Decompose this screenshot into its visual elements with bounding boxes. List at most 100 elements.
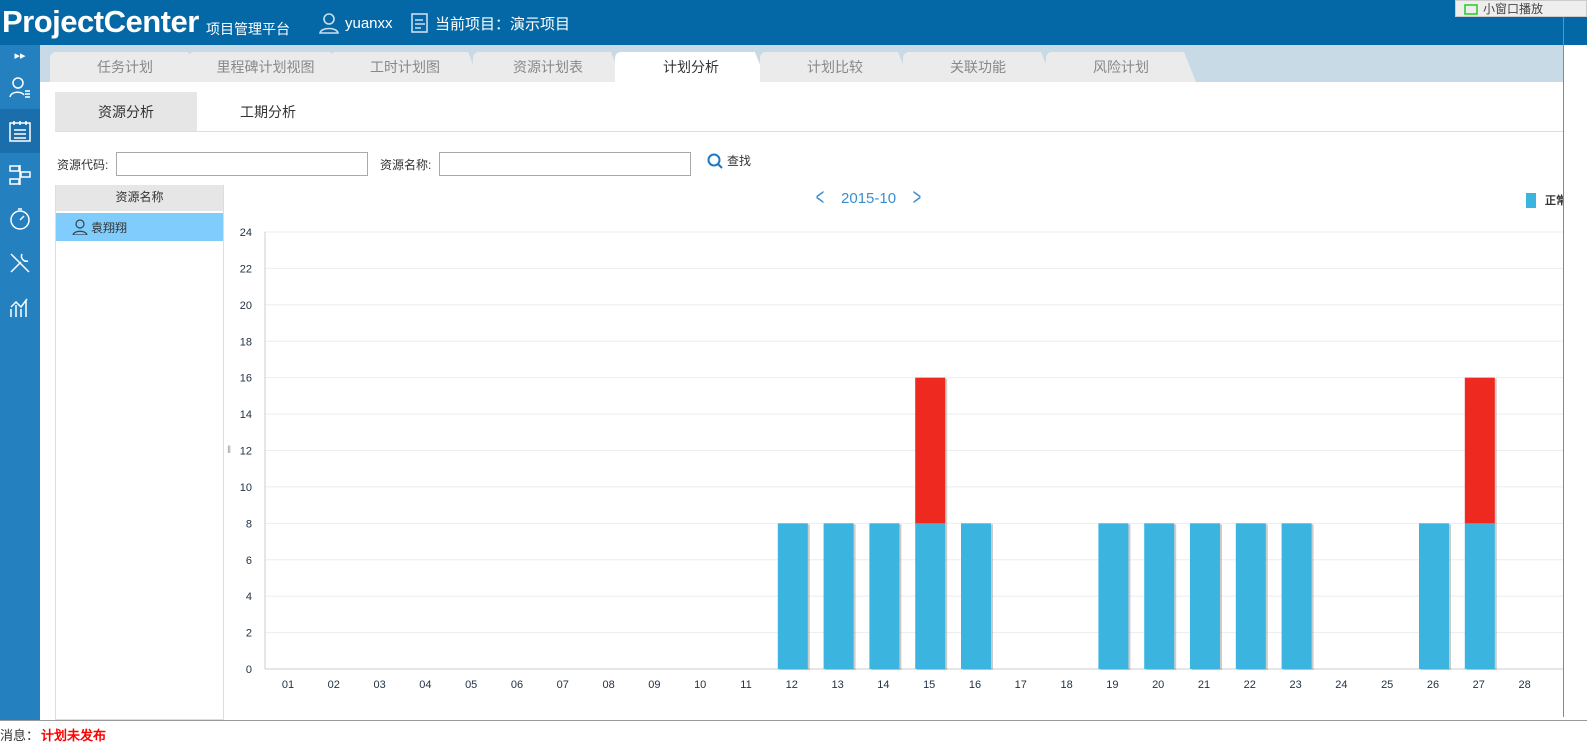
y-tick-label: 0 [246, 664, 252, 676]
x-tick-label: 01 [282, 679, 294, 691]
search-icon [707, 153, 723, 169]
y-tick-label: 24 [240, 227, 252, 239]
x-tick-label: 02 [328, 679, 340, 691]
plan-icon[interactable] [0, 109, 40, 153]
x-tick-label: 18 [1060, 679, 1072, 691]
y-tick-label: 12 [240, 446, 252, 458]
tab-related[interactable]: 关联功能 [903, 52, 1053, 82]
x-tick-label: 05 [465, 679, 477, 691]
legend: 正常 [1526, 192, 1563, 208]
tab-task-plan[interactable]: 任务计划 [50, 52, 200, 82]
timer-icon[interactable] [0, 197, 40, 241]
y-tick-label: 22 [240, 263, 252, 275]
x-tick-label: 13 [831, 679, 843, 691]
resource-name: 袁翔翔 [91, 220, 128, 235]
bar-over [915, 377, 946, 524]
x-tick-label: 08 [602, 679, 614, 691]
y-tick-label: 20 [240, 300, 252, 312]
mini-player-button[interactable]: 小窗口播放 [1455, 0, 1587, 17]
resource-code-filter: 资源代码: [57, 152, 369, 176]
x-tick-label: 20 [1152, 679, 1164, 691]
x-tick-label: 26 [1427, 679, 1439, 691]
y-tick-label: 2 [246, 628, 252, 640]
status-message: 计划未发布 [41, 728, 107, 743]
bar-normal [1464, 523, 1495, 669]
x-tick-label: 25 [1381, 679, 1393, 691]
x-tick-label: 12 [786, 679, 798, 691]
period-nav: < 2015-10 > [813, 184, 924, 212]
y-tick-label: 4 [246, 591, 252, 603]
structure-icon[interactable] [0, 153, 40, 197]
mini-player-label: 小窗口播放 [1483, 2, 1544, 16]
project-icon [411, 13, 428, 33]
tab-work-hours[interactable]: 工时计划图 [330, 52, 480, 82]
bar-normal [1235, 523, 1266, 669]
people-icon[interactable] [0, 65, 40, 109]
resource-name-filter: 资源名称: [380, 152, 692, 176]
resource-list-item[interactable]: 袁翔翔 [56, 213, 223, 241]
bar-normal [1419, 523, 1449, 669]
resource-chart: 0 2 4 6 8 10 12 14 16 18 20 22 24 01 02 03 04 05 06 07 08 09 1… [224, 185, 1563, 720]
bar-normal [1190, 523, 1220, 669]
x-tick-label: 22 [1244, 679, 1256, 691]
tab-resource-table[interactable]: 资源计划表 [473, 52, 623, 82]
resource-list-header: 资源名称 [56, 185, 223, 211]
sidebar: ▸▸ [0, 45, 40, 720]
x-tick-label: 04 [419, 679, 431, 691]
prev-period-button[interactable]: < [815, 184, 825, 211]
app-header: ProjectCenter 项目管理平台 yuanxx 当前项目：演示项目 [0, 0, 1587, 45]
search-button-label: 查找 [727, 154, 752, 168]
search-button[interactable]: 查找 [707, 152, 751, 169]
tab-plan-analysis[interactable]: 计划分析 [615, 52, 767, 82]
x-tick-label: 06 [511, 679, 523, 691]
splitter-handle[interactable]: ‖ [227, 445, 232, 456]
current-project[interactable]: 当前项目：演示项目 [410, 12, 570, 34]
x-tick-label: 19 [1106, 679, 1118, 691]
app-subtitle: 项目管理平台 [206, 21, 290, 37]
user-icon [319, 13, 339, 34]
y-tick-label: 18 [240, 336, 252, 348]
x-tick-label: 07 [557, 679, 569, 691]
legend-normal: 正常 [1545, 195, 1563, 207]
x-tick-label: 23 [1289, 679, 1301, 691]
resource-list: 资源名称 袁翔翔 [55, 185, 224, 720]
person-icon [72, 219, 88, 235]
bar-over [1464, 377, 1495, 524]
x-tick-label: 28 [1518, 679, 1530, 691]
resource-code-input[interactable] [116, 152, 369, 176]
y-tick-label: 16 [240, 373, 252, 385]
period-label: 2015-10 [841, 189, 897, 207]
y-tick-label: 6 [246, 555, 252, 567]
tab-plan-compare[interactable]: 计划比较 [760, 52, 910, 82]
x-tick-label: 27 [1473, 679, 1485, 691]
legend-swatch-normal [1526, 192, 1536, 208]
next-period-button[interactable]: > [912, 184, 922, 211]
x-tick-label: 03 [373, 679, 385, 691]
tab-risk-plan[interactable]: 风险计划 [1046, 52, 1196, 82]
x-tick-label: 15 [923, 679, 935, 691]
x-tick-label: 24 [1335, 679, 1347, 691]
subtab-resource-analysis[interactable]: 资源分析 [55, 92, 197, 131]
y-tick-label: 14 [240, 409, 252, 421]
analysis-chart-icon[interactable] [0, 285, 40, 329]
resource-code-label: 资源代码: [57, 157, 109, 172]
resource-name-input[interactable] [439, 152, 692, 176]
bar-normal [823, 523, 854, 669]
tools-icon[interactable] [0, 241, 40, 285]
main-tabs: 任务计划 里程碑计划视图 工时计划图 资源计划表 计划分析 计划比较 关联功能 … [40, 45, 1563, 82]
sub-tabs: 资源分析 工期分析 [55, 92, 1563, 132]
x-tick-label: 11 [740, 679, 751, 691]
bar-normal [1281, 523, 1312, 669]
mini-window-icon [1464, 3, 1478, 15]
user-menu[interactable]: yuanxx [318, 12, 393, 34]
app-logo: ProjectCenter [2, 4, 199, 39]
scroll-edge [1563, 17, 1564, 717]
tab-milestone[interactable]: 里程碑计划视图 [188, 52, 343, 82]
x-tick-label: 10 [694, 679, 706, 691]
subtab-duration-analysis[interactable]: 工期分析 [240, 103, 296, 120]
x-tick-label: 14 [877, 679, 889, 691]
expand-sidebar-icon[interactable]: ▸▸ [14, 49, 26, 62]
x-tick-label: 21 [1198, 679, 1210, 691]
x-tick-label: 16 [969, 679, 981, 691]
